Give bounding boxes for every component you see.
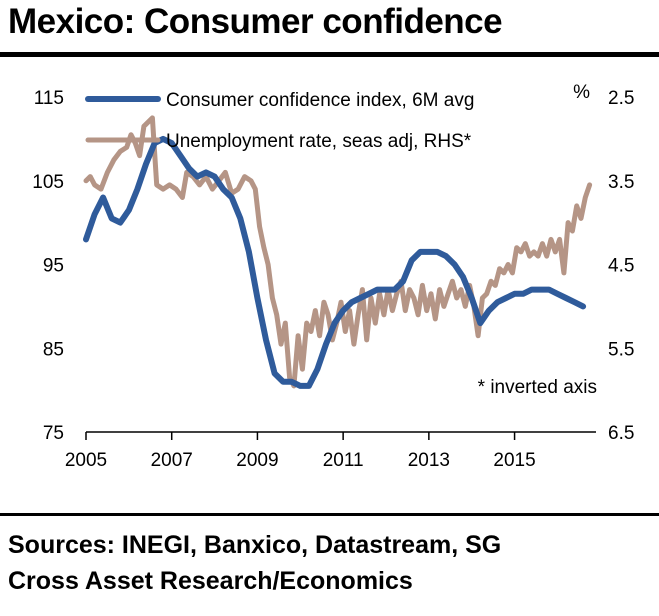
source-line-2: Cross Asset Research/Economics (8, 567, 413, 595)
chart-axes (85, 431, 596, 440)
right-axis-unit: % (573, 82, 590, 103)
unemployment-rate-line (83, 115, 593, 389)
left-y-tick-label: 75 (43, 423, 64, 444)
legend-label-confidence: Consumer confidence index, 6M avg (166, 90, 474, 111)
left-y-tick-label: 115 (34, 88, 64, 109)
x-tick-label: 2007 (151, 450, 193, 471)
footer-divider (0, 513, 659, 516)
chart-lines (83, 115, 593, 389)
right-y-tick-label: 4.5 (608, 256, 634, 277)
source-line-1: Sources: INEGI, Banxico, Datastream, SG (8, 531, 502, 559)
x-tick-label: 2015 (493, 450, 535, 471)
left-y-tick-label: 105 (32, 172, 64, 193)
inverted-axis-note: * inverted axis (478, 377, 597, 398)
right-y-tick-label: 3.5 (608, 172, 634, 193)
x-tick-label: 2013 (408, 450, 450, 471)
x-tick-label: 2009 (236, 450, 278, 471)
right-y-tick-label: 2.5 (608, 88, 634, 109)
left-y-tick-label: 85 (43, 339, 64, 360)
right-y-tick-label: 5.5 (608, 339, 634, 360)
chart-labels: 2005 2007 2009 2011 2013 2015 115 105 95 85 75 2.5 3… (32, 82, 634, 471)
x-tick-label: 2005 (65, 450, 107, 471)
legend-label-unemployment: Unemployment rate, seas adj, RHS* (166, 131, 472, 152)
title-divider (0, 52, 659, 57)
consumer-confidence-line (83, 135, 587, 389)
x-tick-label: 2011 (323, 450, 364, 471)
right-y-tick-label: 6.5 (608, 423, 634, 444)
page-title: Mexico: Consumer confidence (8, 2, 503, 41)
left-y-tick-label: 95 (43, 256, 64, 277)
line-chart: 2005 2007 2009 2011 2013 2015 115 105 95 85 75 2.5 3… (32, 82, 634, 471)
